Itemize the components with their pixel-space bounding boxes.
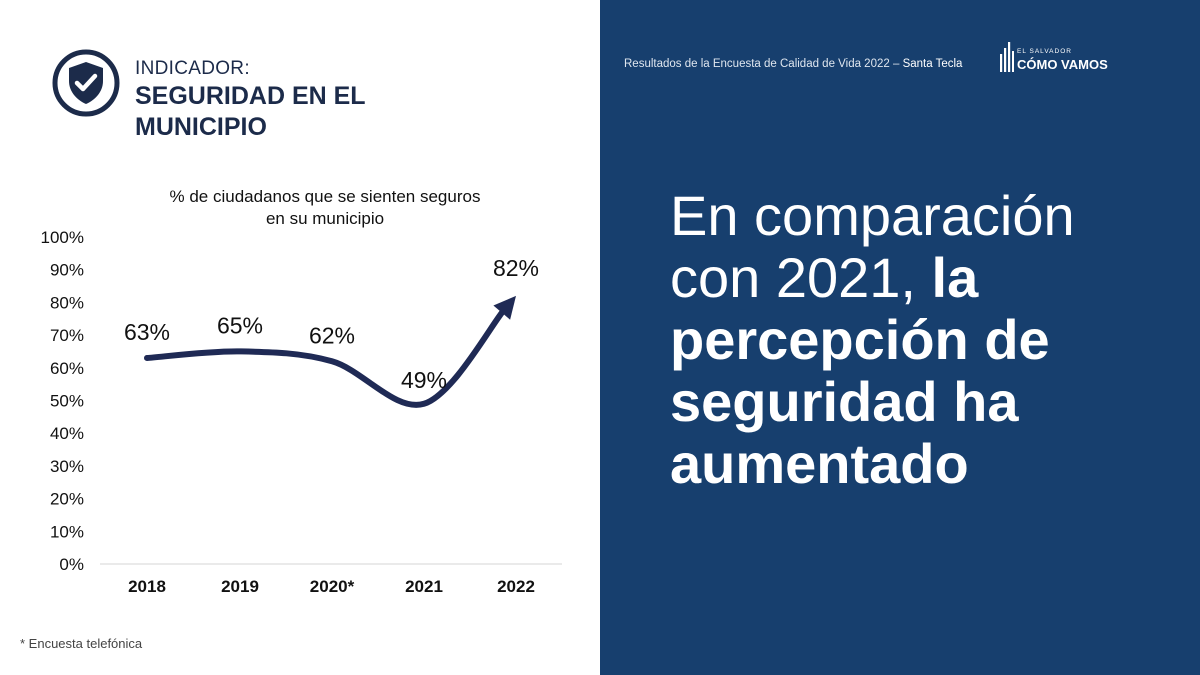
y-tick-label: 60% [50,359,84,378]
survey-text: Resultados de la Encuesta de Calidad de … [624,58,900,70]
arrow-head-icon [493,295,516,320]
y-tick-label: 30% [50,457,84,476]
y-tick-label: 90% [50,261,84,280]
y-tick-label: 70% [50,326,84,345]
bars-logo-icon [1000,42,1014,72]
footnote: * Encuesta telefónica [20,636,143,651]
indicator-label: INDICADOR: [135,58,250,79]
x-tick-label: 2018 [128,577,166,596]
data-label: 63% [124,319,170,345]
y-tick-label: 40% [50,424,84,443]
data-label: 65% [217,312,263,338]
chart-title: % de ciudadanos que se sienten seguros e… [169,187,481,228]
como-vamos-logo: EL SALVADOR CÓMO VAMOS [1000,42,1120,76]
x-tick-label: 2020* [310,577,355,596]
headline-normal: En comparación con 2021, [670,184,1075,309]
series-line [144,306,508,408]
data-label: 82% [493,255,539,281]
line-chart: 0% 10% 20% 30% 40% 50% 60% 70% 80% 90% 100% 2018 201… [41,228,562,596]
headline: En comparación con 2021, la percepción d… [670,185,1170,495]
right-panel [600,0,1200,675]
y-tick-label: 80% [50,293,84,312]
data-label: 62% [309,322,355,348]
y-tick-label: 10% [50,522,84,541]
logo-big-text: CÓMO VAMOS [1017,57,1108,72]
logo-small-text: EL SALVADOR [1017,48,1072,55]
shield-check-icon [52,49,120,117]
data-label: 49% [401,367,447,393]
y-tick-label: 100% [41,228,84,247]
x-tick-label: 2022 [497,577,535,596]
headline-bold: la percepción de seguridad ha aumentado [670,246,1050,495]
x-tick-label: 2019 [221,577,259,596]
y-tick-label: 20% [50,490,84,509]
survey-header: Resultados de la Encuesta de Calidad de … [624,58,962,70]
y-tick-label: 50% [50,392,84,411]
x-tick-label: 2021 [405,577,443,596]
indicator-title: SEGURIDAD EN EL MUNICIPIO [135,82,366,141]
y-tick-label: 0% [59,555,84,574]
survey-location: Santa Tecla [902,58,963,70]
